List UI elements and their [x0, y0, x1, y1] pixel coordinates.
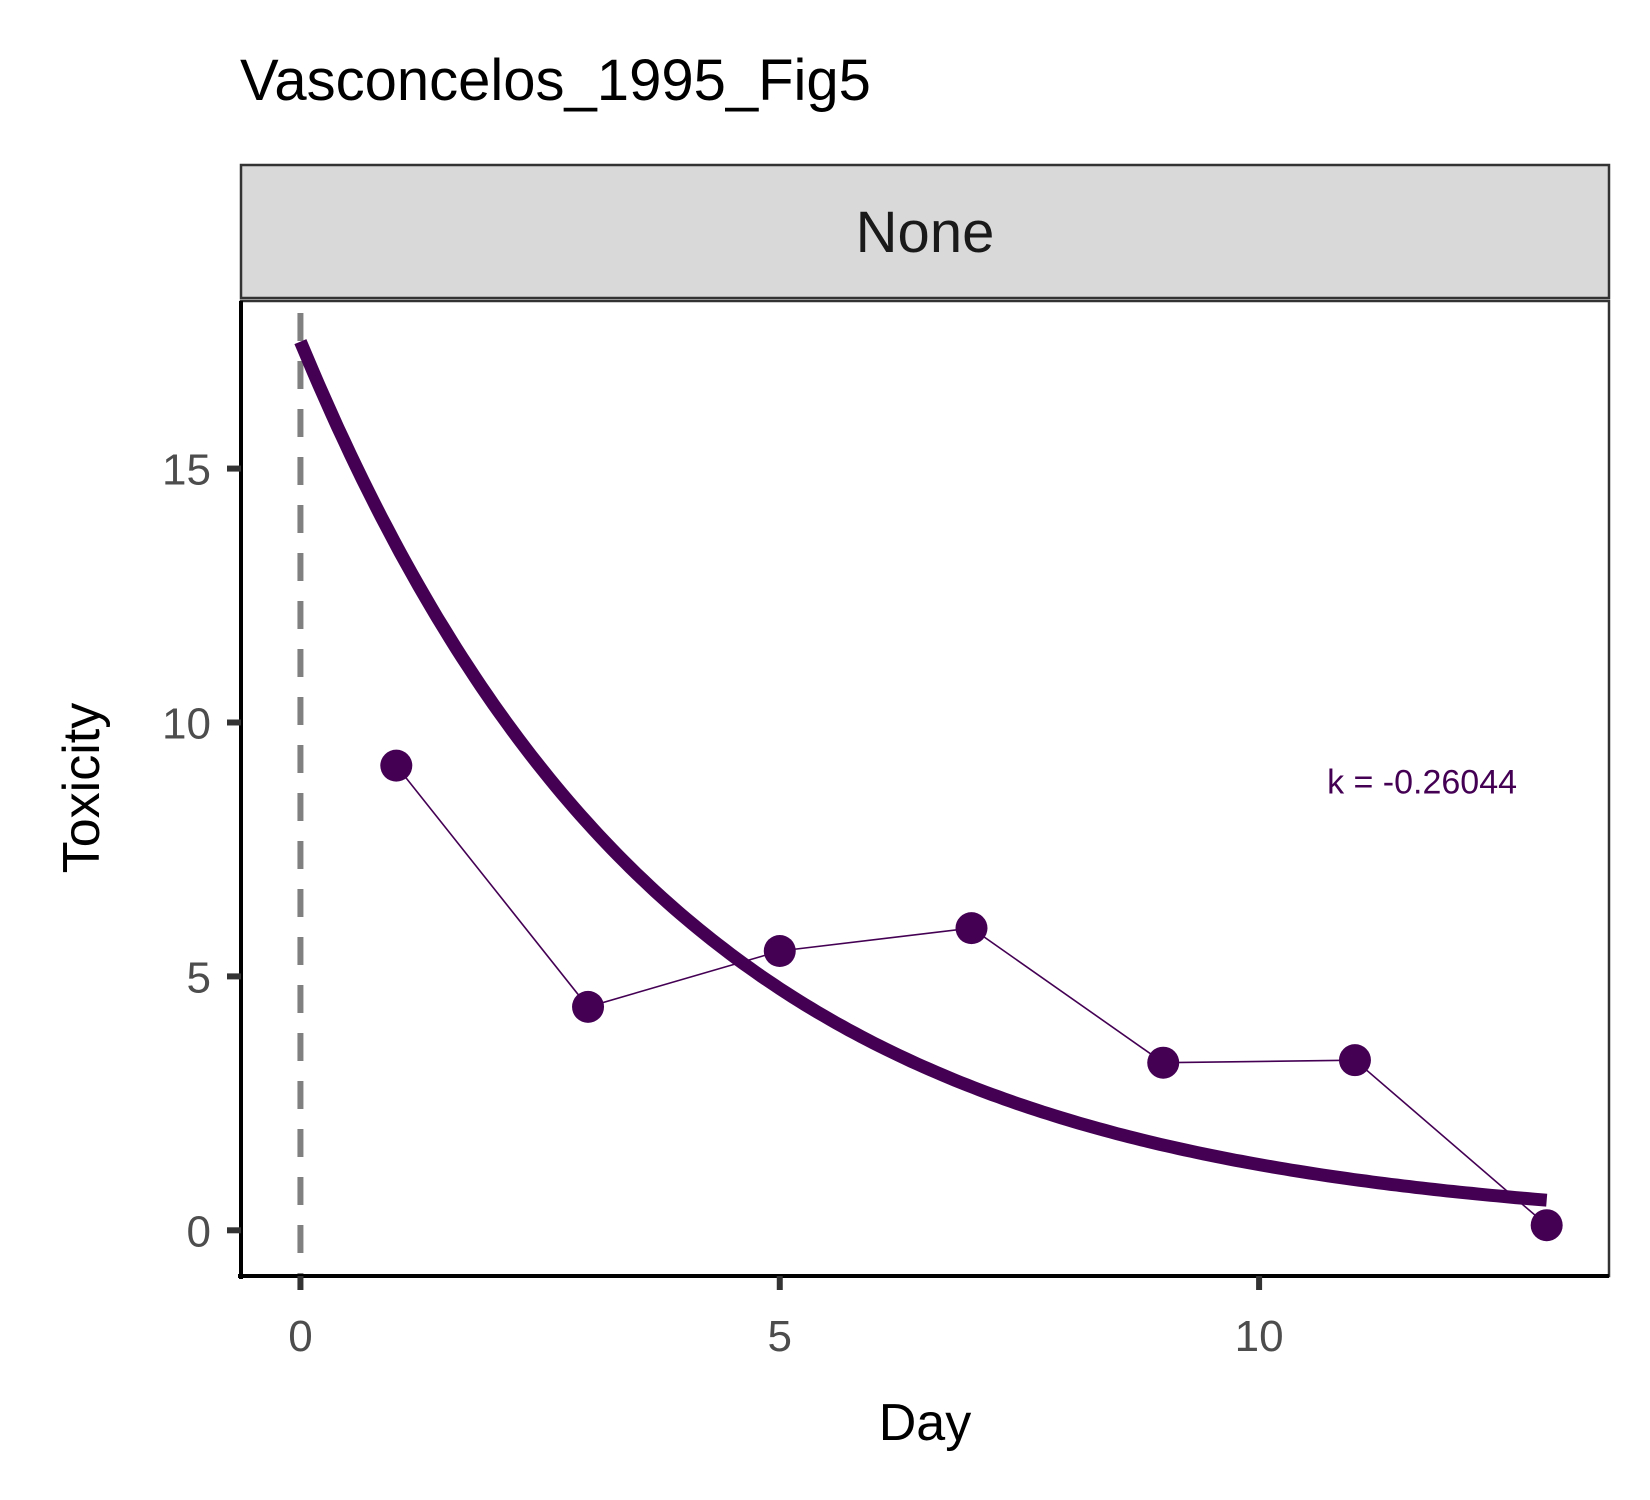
- k-annotation: k = -0.26044: [1327, 764, 1517, 802]
- data-point: [955, 912, 988, 945]
- x-axis-ticks: 0 5 10: [288, 1276, 1284, 1361]
- y-axis-ticks: 0 5 10 15: [162, 446, 241, 1256]
- facet-strip-label: None: [856, 200, 995, 265]
- data-point: [380, 749, 413, 782]
- axes: 0 5 10 0 5 10 15: [162, 301, 1609, 1361]
- x-tick-label: 5: [768, 1312, 792, 1361]
- y-tick-label: 10: [162, 699, 211, 748]
- data-point: [1147, 1046, 1180, 1079]
- x-tick-label: 0: [288, 1312, 312, 1361]
- y-axis-title: Toxicity: [53, 703, 111, 873]
- data-point: [1530, 1209, 1563, 1242]
- observed-series-line: [395, 765, 1548, 1226]
- facet-strip: None: [239, 163, 1611, 300]
- facet-strip-background: [239, 163, 1611, 300]
- y-tick-label: 5: [187, 953, 211, 1002]
- data-point: [572, 990, 605, 1023]
- x-axis-title: Day: [879, 1394, 971, 1452]
- fit-curve: [294, 339, 1548, 1207]
- observed-points: [380, 749, 1563, 1242]
- x-tick-label: 10: [1235, 1312, 1284, 1361]
- y-tick-label: 0: [187, 1207, 211, 1256]
- data-point: [763, 935, 796, 967]
- y-tick-label: 15: [162, 446, 211, 495]
- data-point: [1338, 1044, 1371, 1077]
- chart-title: Vasconcelos_1995_Fig5: [240, 48, 871, 113]
